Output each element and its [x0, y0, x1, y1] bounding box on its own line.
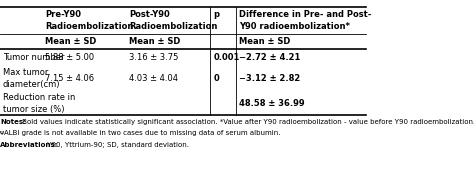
Text: Abbreviations:: Abbreviations:	[0, 142, 58, 148]
Text: diameter(cm): diameter(cm)	[3, 80, 60, 89]
Text: Mean ± SD: Mean ± SD	[45, 37, 96, 46]
Text: 0.001: 0.001	[213, 53, 240, 62]
Text: −2.72 ± 4.21: −2.72 ± 4.21	[239, 53, 301, 62]
Text: 48.58 ± 36.99: 48.58 ± 36.99	[239, 99, 305, 108]
Text: Mean ± SD: Mean ± SD	[129, 37, 181, 46]
Text: 3.16 ± 3.75: 3.16 ± 3.75	[129, 53, 179, 62]
Text: 4.03 ± 4.04: 4.03 ± 4.04	[129, 74, 178, 83]
Text: ᴪALBI grade is not available in two cases due to missing data of serum albumin.: ᴪALBI grade is not available in two case…	[0, 130, 281, 136]
Text: Radioembolization: Radioembolization	[129, 22, 218, 31]
Text: Max tumor: Max tumor	[3, 68, 48, 77]
Text: Difference in Pre- and Post-: Difference in Pre- and Post-	[239, 10, 372, 19]
Text: Tumor number: Tumor number	[3, 53, 64, 62]
Text: Notes:: Notes:	[0, 119, 26, 125]
Text: p: p	[213, 10, 219, 19]
Text: Y90 radioembolization*: Y90 radioembolization*	[239, 22, 350, 31]
Text: Radioembolization: Radioembolization	[45, 22, 133, 31]
Text: Reduction rate in: Reduction rate in	[3, 93, 75, 102]
Text: Pre-Y90: Pre-Y90	[45, 10, 81, 19]
Text: −3.12 ± 2.82: −3.12 ± 2.82	[239, 74, 300, 83]
Text: Post-Y90: Post-Y90	[129, 10, 170, 19]
Text: Bold values indicate statistically significant association. *Value after Y90 rad: Bold values indicate statistically signi…	[20, 119, 474, 125]
Text: tumor size (%): tumor size (%)	[3, 105, 64, 114]
Text: 5.88 ± 5.00: 5.88 ± 5.00	[45, 53, 94, 62]
Text: Mean ± SD: Mean ± SD	[239, 37, 291, 46]
Text: 7.15 ± 4.06: 7.15 ± 4.06	[45, 74, 94, 83]
Text: 0: 0	[213, 74, 219, 83]
Text: Y90, Yttrium-90; SD, standard deviation.: Y90, Yttrium-90; SD, standard deviation.	[45, 142, 189, 148]
